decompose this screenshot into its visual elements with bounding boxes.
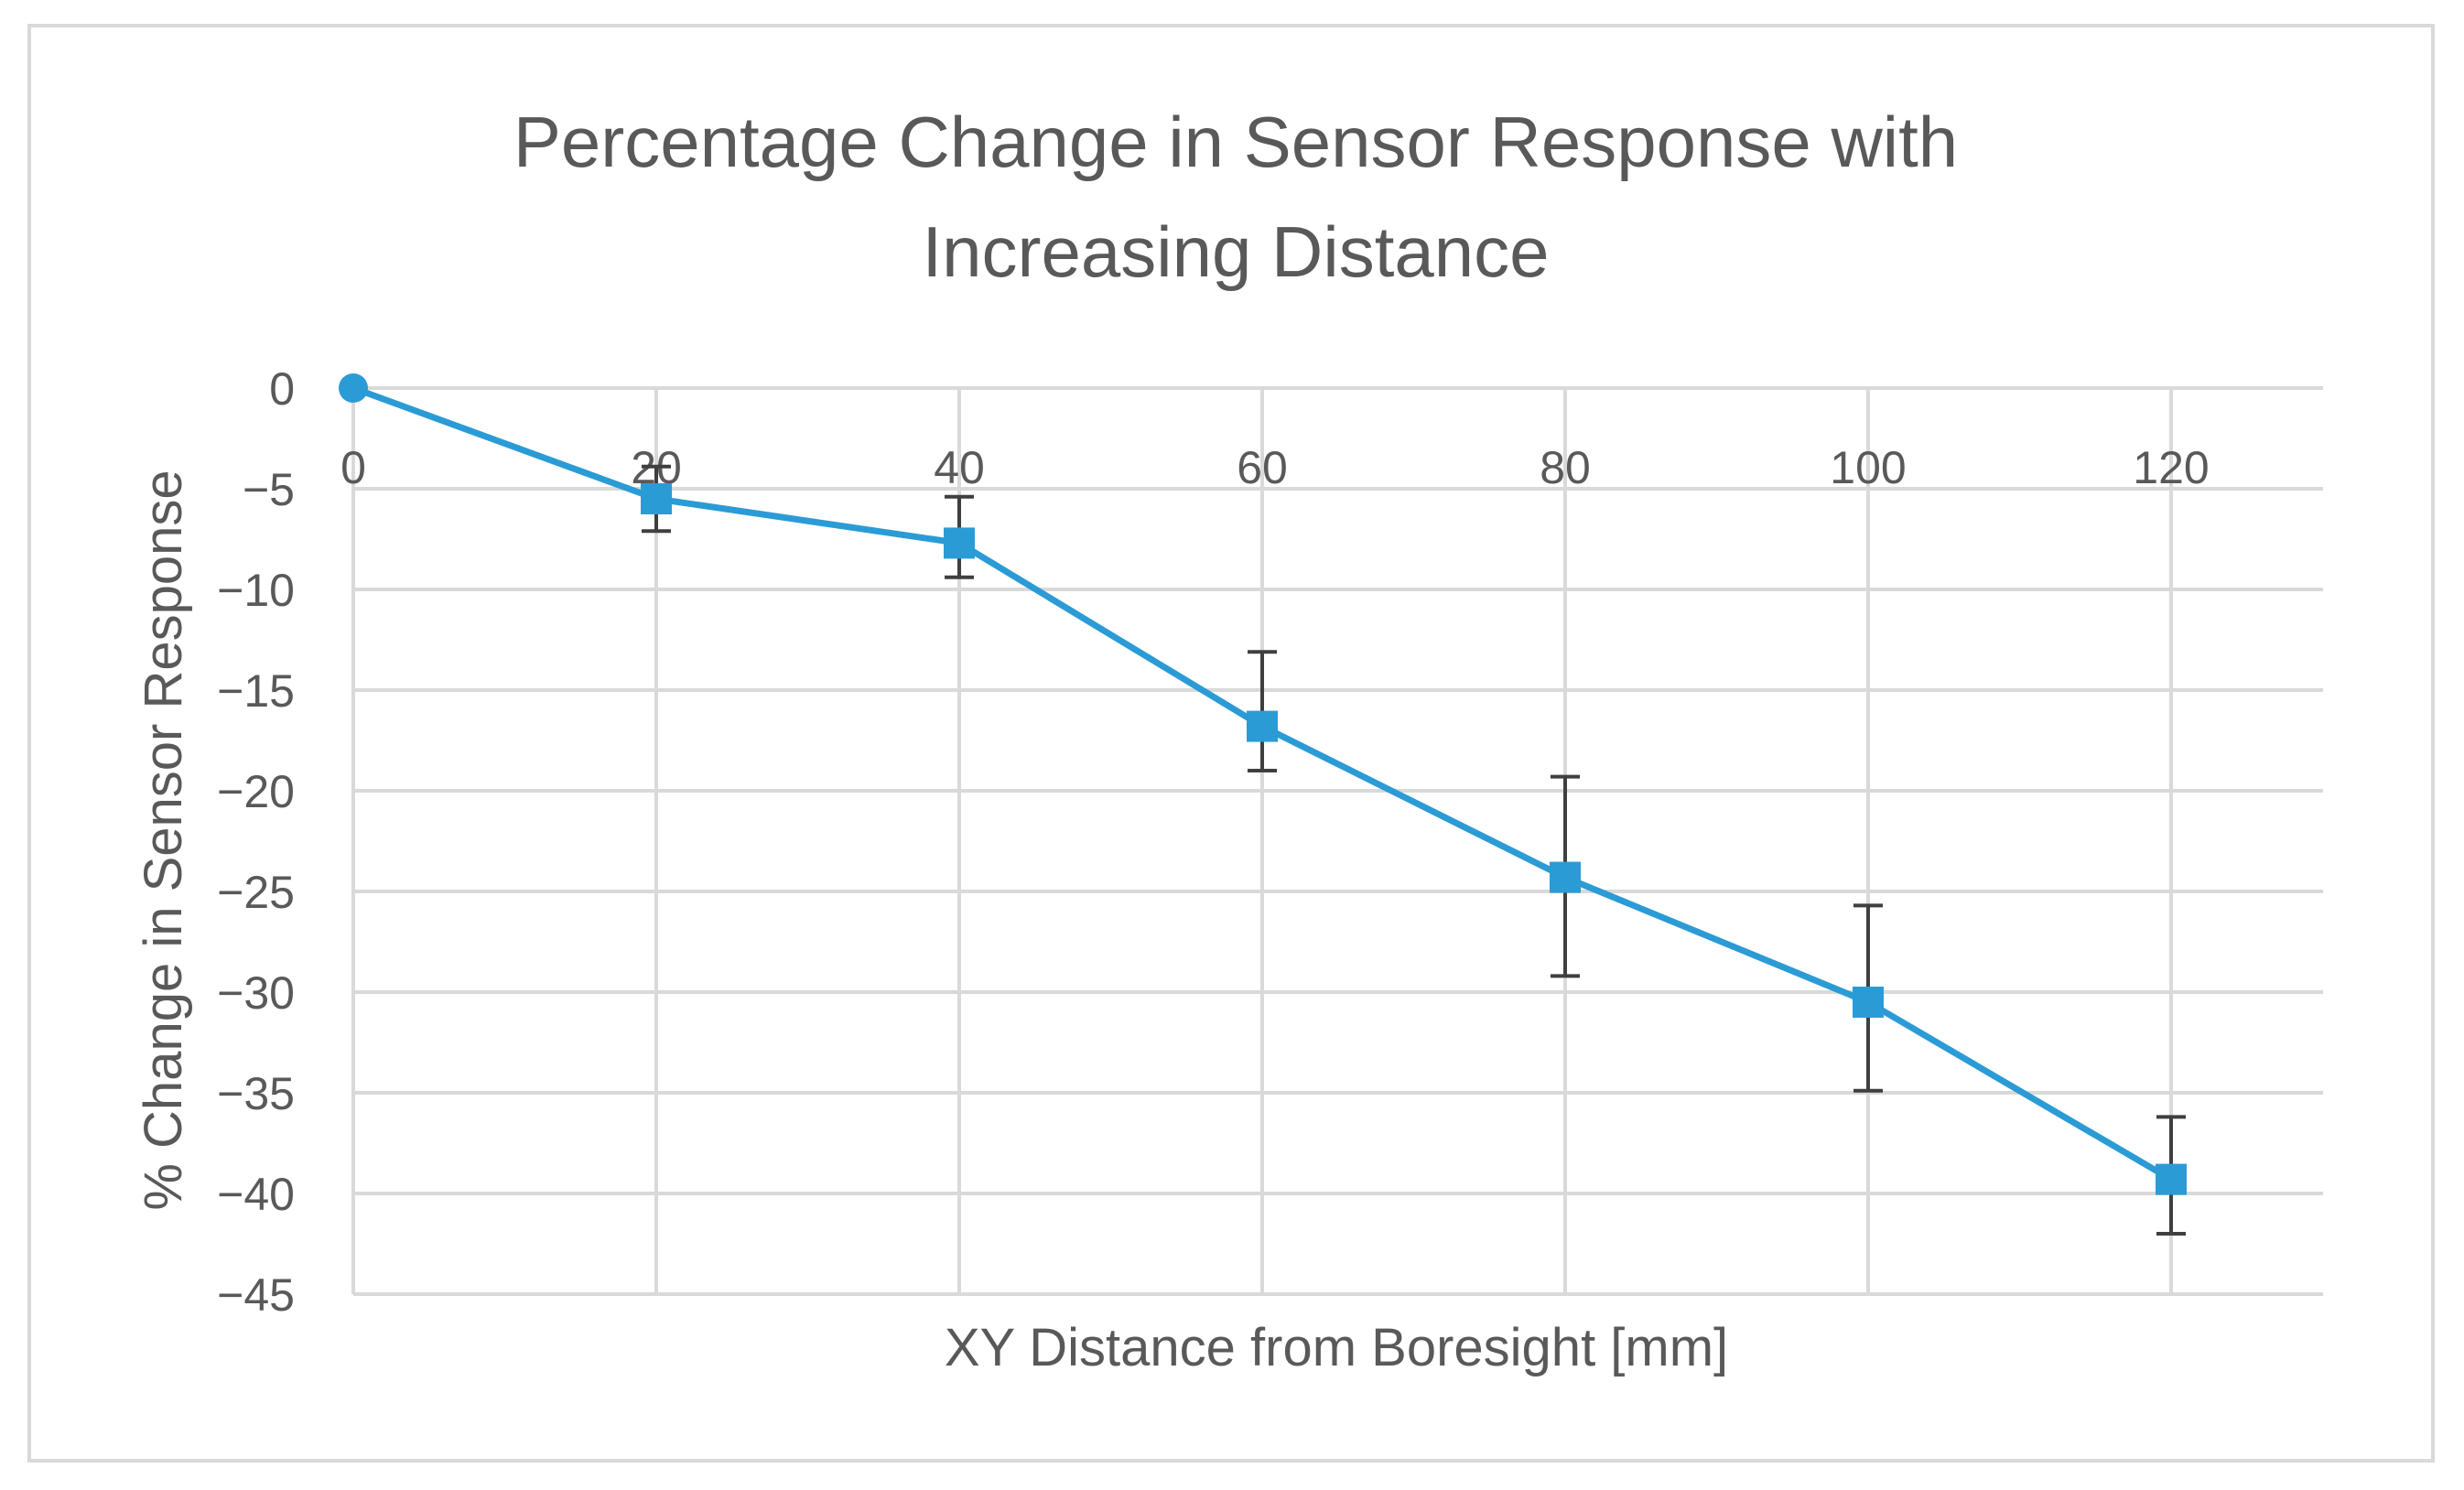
tick-labels: 0−5−10−15−20−25−30−35−40−450204060801001… bbox=[217, 363, 2210, 1321]
data-point bbox=[2156, 1163, 2187, 1195]
y-tick-label: −10 bbox=[217, 565, 295, 616]
y-tick-label: −5 bbox=[243, 464, 295, 515]
x-tick-label: 0 bbox=[340, 442, 366, 493]
x-axis-label: XY Distance from Boresight [mm] bbox=[945, 1318, 1728, 1377]
data-point bbox=[1550, 861, 1581, 893]
y-tick-label: 0 bbox=[269, 363, 295, 415]
y-tick-label: −30 bbox=[217, 967, 295, 1019]
x-tick-label: 80 bbox=[1540, 442, 1591, 493]
y-tick-label: −45 bbox=[217, 1269, 295, 1321]
y-tick-label: −35 bbox=[217, 1068, 295, 1119]
chart-title-line-1: Percentage Change in Sensor Response wit… bbox=[513, 102, 1958, 182]
x-tick-label: 40 bbox=[934, 442, 985, 493]
data-point bbox=[1247, 710, 1278, 742]
data-point bbox=[339, 373, 368, 403]
x-tick-label: 100 bbox=[1830, 442, 1906, 493]
data-point bbox=[1853, 987, 1884, 1018]
x-tick-label: 60 bbox=[1237, 442, 1288, 493]
y-tick-label: −25 bbox=[217, 867, 295, 918]
x-tick-label: 120 bbox=[2133, 442, 2209, 493]
data-point bbox=[944, 527, 975, 559]
y-axis-label: % Change in Sensor Response bbox=[134, 470, 193, 1210]
y-tick-label: −15 bbox=[217, 665, 295, 717]
chart-title-line-2: Increasing Distance bbox=[922, 211, 1549, 292]
y-tick-label: −40 bbox=[217, 1169, 295, 1220]
grid-lines bbox=[351, 386, 2323, 1296]
data-point bbox=[641, 483, 672, 514]
series bbox=[339, 373, 2187, 1236]
chart-frame bbox=[27, 24, 2435, 1463]
y-tick-label: −20 bbox=[217, 766, 295, 817]
